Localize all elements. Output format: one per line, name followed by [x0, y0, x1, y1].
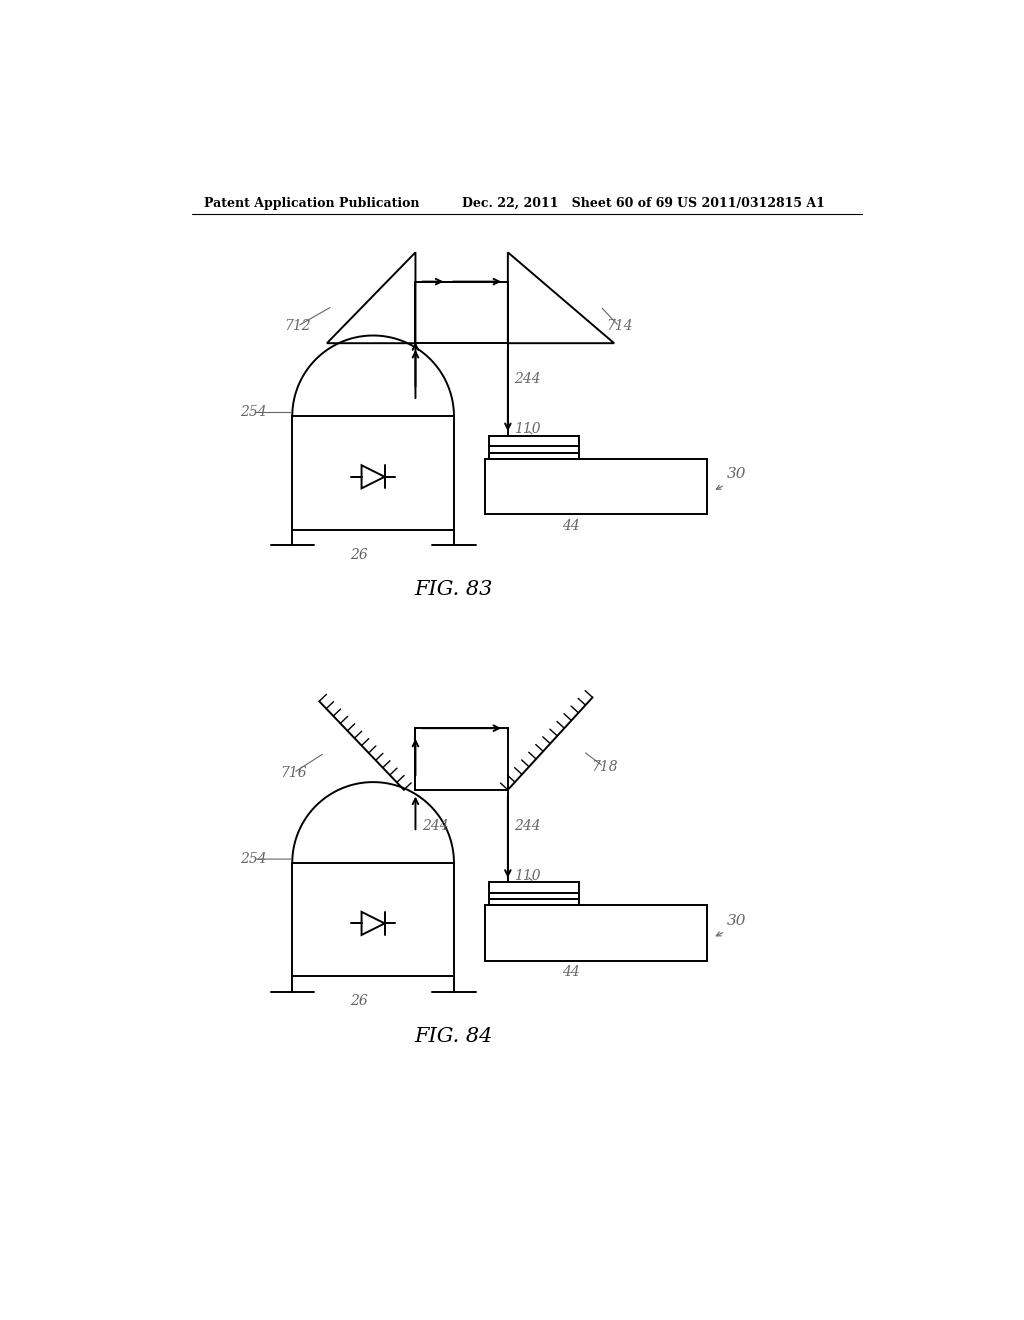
Text: 712: 712	[285, 319, 311, 333]
Text: 44: 44	[562, 965, 580, 979]
Text: FIG. 84: FIG. 84	[415, 1027, 494, 1045]
Text: Patent Application Publication: Patent Application Publication	[204, 197, 419, 210]
Text: 110: 110	[514, 422, 541, 437]
Text: 254: 254	[240, 853, 266, 866]
Text: 30: 30	[727, 467, 746, 480]
Text: US 2011/0312815 A1: US 2011/0312815 A1	[677, 197, 825, 210]
Text: 718: 718	[591, 760, 617, 774]
Text: 26: 26	[349, 994, 368, 1008]
Text: 30: 30	[727, 913, 746, 928]
Text: Dec. 22, 2011   Sheet 60 of 69: Dec. 22, 2011 Sheet 60 of 69	[462, 197, 673, 210]
Text: 244: 244	[514, 818, 541, 833]
Text: 26: 26	[349, 548, 368, 562]
Text: 110: 110	[514, 869, 541, 883]
Text: FIG. 83: FIG. 83	[415, 579, 494, 599]
Text: 714: 714	[606, 319, 633, 333]
Text: 244: 244	[514, 372, 541, 387]
Text: 244: 244	[422, 818, 449, 833]
Text: 254: 254	[240, 405, 266, 420]
Text: 716: 716	[281, 766, 307, 780]
Text: 44: 44	[562, 519, 580, 532]
